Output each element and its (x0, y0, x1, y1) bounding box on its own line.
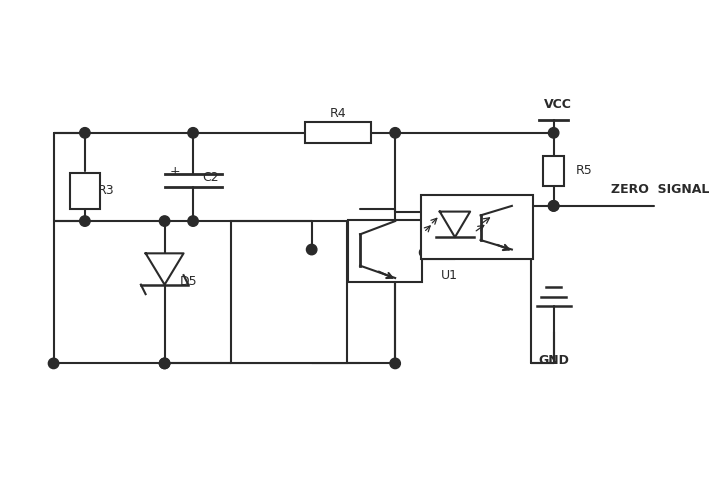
Text: Q1: Q1 (417, 247, 435, 260)
Bar (348, 220, 422, 282)
Circle shape (307, 244, 317, 255)
Circle shape (159, 358, 170, 369)
Bar (305, 122, 372, 143)
Circle shape (549, 128, 559, 138)
Bar (543, 156, 564, 186)
Circle shape (549, 201, 559, 211)
Text: R3: R3 (98, 184, 115, 197)
Text: VCC: VCC (544, 98, 572, 111)
Circle shape (188, 216, 198, 226)
Circle shape (159, 216, 170, 226)
Text: R5: R5 (576, 164, 592, 177)
Text: R4: R4 (330, 107, 346, 120)
Text: D5: D5 (180, 275, 197, 288)
Circle shape (80, 216, 90, 226)
Circle shape (159, 358, 170, 369)
Text: ZERO  SIGNAL: ZERO SIGNAL (610, 184, 709, 196)
Bar (421, 195, 533, 259)
Text: C2: C2 (202, 171, 219, 184)
Circle shape (390, 358, 401, 369)
Text: GND: GND (538, 354, 569, 367)
Circle shape (48, 358, 59, 369)
Bar (231, 221, 347, 363)
Circle shape (80, 128, 90, 138)
Text: U1: U1 (441, 268, 458, 281)
Circle shape (390, 128, 401, 138)
Circle shape (188, 128, 198, 138)
Bar (69, 173, 100, 209)
Text: +: + (169, 165, 180, 178)
Circle shape (549, 201, 559, 211)
